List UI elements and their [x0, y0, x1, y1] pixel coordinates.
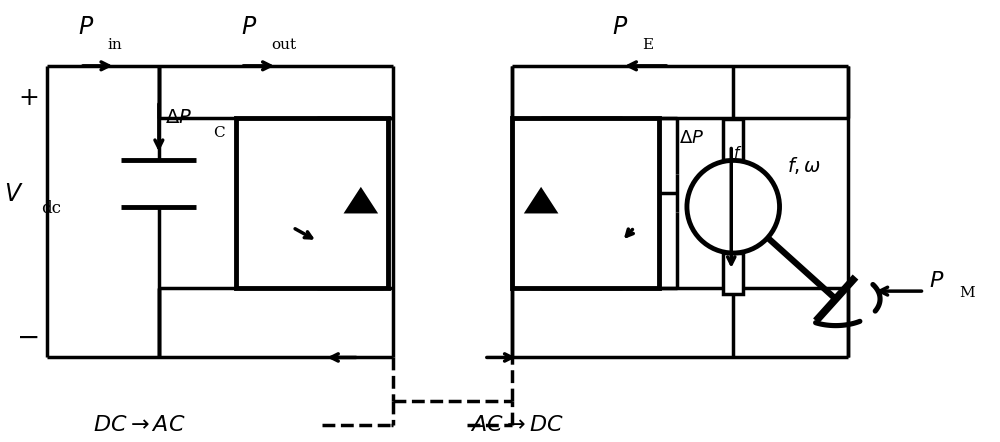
Text: $P$: $P$ [929, 270, 945, 292]
Text: $DC \rightarrow AC$: $DC \rightarrow AC$ [93, 415, 186, 436]
Text: out: out [271, 38, 296, 52]
Text: E: E [643, 38, 654, 52]
Text: $P$: $P$ [78, 15, 94, 39]
Text: M: M [959, 286, 975, 300]
Text: dc: dc [42, 200, 62, 217]
Text: $\Delta P$: $\Delta P$ [165, 109, 192, 127]
Bar [723, 253, 743, 294]
Text: $P$: $P$ [612, 15, 628, 39]
Polygon shape [344, 187, 378, 213]
Bar [723, 119, 743, 160]
Bar [236, 118, 388, 289]
Text: $V$: $V$ [4, 182, 24, 206]
Text: C: C [213, 126, 225, 140]
Text: $P$: $P$ [241, 15, 257, 39]
Text: $+$: $+$ [18, 87, 39, 110]
Text: $f$: $f$ [733, 145, 743, 160]
Text: $-$: $-$ [16, 324, 39, 351]
Polygon shape [524, 187, 558, 213]
Bar [512, 118, 659, 289]
Text: $\Delta P$: $\Delta P$ [679, 129, 704, 147]
Text: in: in [108, 38, 122, 52]
Circle shape [687, 160, 780, 253]
Text: $AC \rightarrow DC$: $AC \rightarrow DC$ [470, 415, 564, 436]
Text: $f, \omega$: $f, \omega$ [787, 155, 822, 176]
